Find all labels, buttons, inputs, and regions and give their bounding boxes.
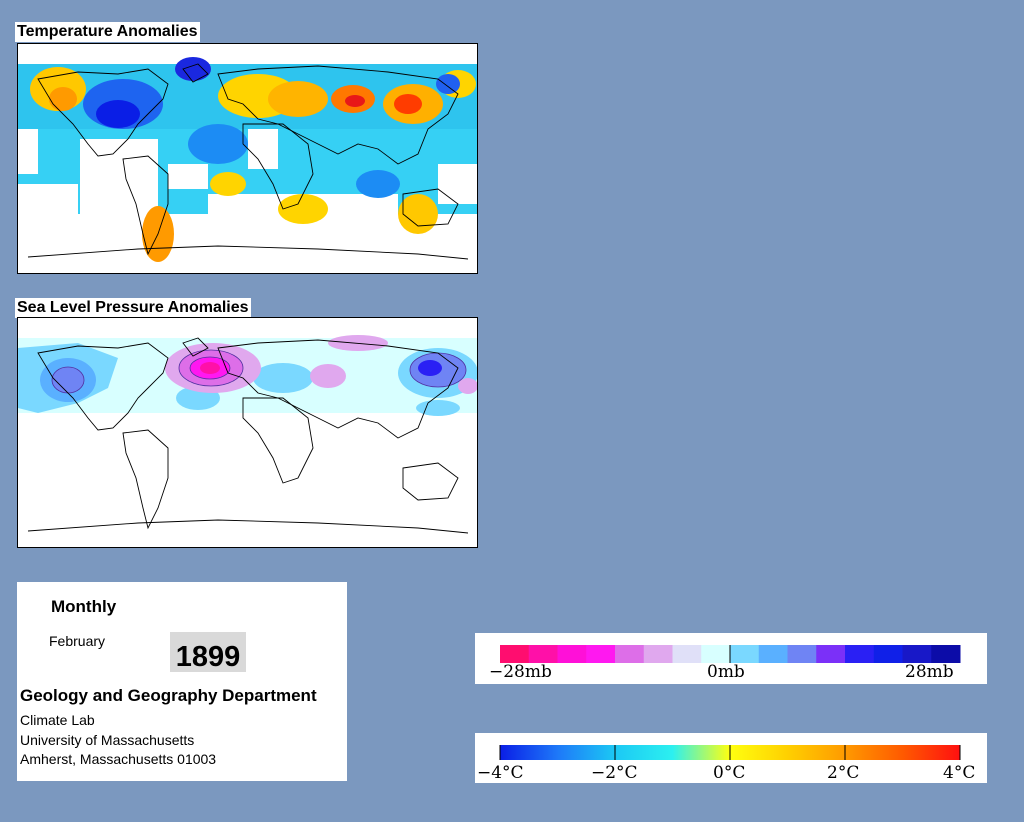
pressure-swatch: [931, 645, 961, 663]
department-name: Geology and Geography Department: [20, 686, 317, 705]
pressure-label-max: 28mb: [905, 662, 954, 682]
pressure-anomaly-map: [17, 317, 478, 548]
pressure-swatch: [787, 645, 817, 663]
temp-label-neg4: −4°C: [477, 763, 524, 783]
temperature-legend: −4°C −2°C 0°C 2°C 4°C: [475, 733, 987, 783]
pressure-label-zero: 0mb: [707, 662, 745, 682]
pressure-swatch: [528, 645, 558, 663]
pressure-legend: −28mb 0mb 28mb: [475, 633, 987, 684]
frequency-label: Monthly: [51, 597, 117, 616]
pressure-swatch: [586, 645, 616, 663]
temp-label-zero: 0°C: [713, 763, 745, 783]
temperature-anomaly-map: [17, 43, 478, 274]
month-label: February: [49, 633, 106, 649]
pressure-swatch: [758, 645, 788, 663]
pressure-swatch: [672, 645, 702, 663]
pressure-swatch: [873, 645, 903, 663]
pressure-swatch: [643, 645, 673, 663]
pressure-swatch: [557, 645, 587, 663]
pressure-color-bar: [500, 645, 961, 663]
pressure-swatch: [701, 645, 731, 663]
pressure-swatch: [615, 645, 645, 663]
pressure-swatch: [816, 645, 846, 663]
address-line: Amherst, Massachusetts 01003: [20, 751, 217, 767]
pressure-swatch: [902, 645, 932, 663]
pressure-swatch: [730, 645, 760, 663]
temperature-panel-title: Temperature Anomalies: [15, 22, 200, 42]
year-display: 1899: [170, 632, 246, 673]
temp-label-pos2: 2°C: [827, 763, 859, 783]
university-name: University of Massachusetts: [20, 732, 195, 748]
pressure-panel-title: Sea Level Pressure Anomalies: [15, 298, 251, 318]
temp-label-neg2: −2°C: [591, 763, 638, 783]
info-panel: Monthly February 1899 Geology and Geogra…: [17, 582, 347, 781]
pressure-swatch: [500, 645, 530, 663]
pressure-swatch: [845, 645, 875, 663]
pressure-label-min: −28mb: [489, 662, 552, 682]
lab-name: Climate Lab: [20, 712, 95, 728]
temp-label-pos4: 4°C: [943, 763, 975, 783]
